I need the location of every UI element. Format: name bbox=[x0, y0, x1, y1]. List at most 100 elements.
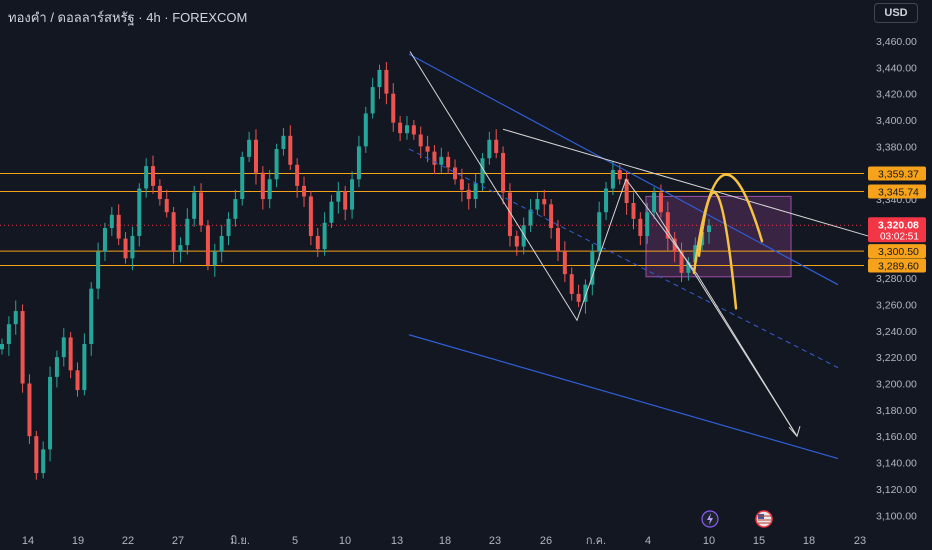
candle bbox=[54, 350, 59, 388]
target-arrow-line bbox=[655, 211, 798, 437]
candle-body bbox=[226, 218, 231, 236]
candle-body bbox=[302, 185, 307, 197]
candle-body bbox=[144, 166, 149, 189]
candle bbox=[82, 333, 87, 396]
candle-body bbox=[48, 376, 53, 450]
candle-body bbox=[624, 179, 629, 204]
candle bbox=[638, 212, 643, 246]
candle-body bbox=[288, 135, 293, 165]
time-tick-label: 15 bbox=[753, 535, 765, 547]
candle bbox=[329, 195, 334, 229]
candle-body bbox=[185, 218, 190, 246]
price-tick-label: 3,140.00 bbox=[876, 458, 917, 470]
candle-body bbox=[363, 113, 368, 147]
candle bbox=[507, 183, 512, 247]
candle-body bbox=[686, 262, 691, 273]
time-tick-label: ก.ค. bbox=[586, 535, 606, 547]
candle-body bbox=[555, 228, 560, 252]
candle bbox=[75, 362, 80, 397]
candle bbox=[398, 116, 403, 142]
level-price-label: 3,345.74 bbox=[868, 184, 926, 199]
candle bbox=[665, 201, 670, 251]
price-tick-label: 3,180.00 bbox=[876, 405, 917, 417]
candle-body bbox=[549, 204, 554, 229]
currency-button[interactable]: USD bbox=[874, 3, 918, 23]
channel-upper-line bbox=[408, 53, 839, 286]
candle-body bbox=[13, 311, 18, 325]
candle-body bbox=[240, 156, 245, 200]
target-arrow-head bbox=[788, 426, 801, 438]
candle-body bbox=[665, 212, 670, 239]
candle-body bbox=[199, 192, 204, 226]
candle bbox=[707, 218, 711, 244]
candle-body bbox=[679, 251, 684, 273]
time-tick-label: 23 bbox=[489, 535, 501, 547]
candle bbox=[144, 158, 149, 198]
candle-body bbox=[446, 156, 451, 168]
candle-body bbox=[638, 218, 643, 236]
candle bbox=[61, 328, 66, 367]
candle bbox=[219, 225, 224, 263]
candle bbox=[96, 242, 101, 300]
candle-body bbox=[418, 134, 423, 147]
time-tick-label: 10 bbox=[339, 535, 351, 547]
candle bbox=[672, 231, 677, 263]
candle-body bbox=[109, 214, 114, 229]
candle bbox=[514, 230, 519, 256]
candle-body bbox=[0, 343, 4, 350]
candle-body bbox=[178, 245, 183, 252]
candle-body bbox=[130, 235, 135, 259]
candle-body bbox=[350, 179, 355, 210]
candle bbox=[6, 316, 11, 356]
candle-body bbox=[453, 167, 458, 180]
candle bbox=[260, 166, 265, 210]
candle-body bbox=[658, 192, 663, 213]
candle-body bbox=[274, 148, 279, 180]
time-axis: 14 19 22 27 มิ.ย. 5 10 13 18 23 26 ก.ค. 4 10 15 18 23 bbox=[22, 535, 866, 547]
candle bbox=[185, 208, 190, 255]
candle bbox=[192, 185, 197, 227]
candle bbox=[555, 220, 560, 261]
candle bbox=[20, 304, 25, 393]
candle-body bbox=[597, 212, 602, 252]
candle bbox=[453, 159, 458, 185]
candle bbox=[295, 158, 300, 198]
candle-body bbox=[494, 139, 499, 153]
candle-body bbox=[82, 343, 87, 391]
candle bbox=[336, 181, 341, 214]
candle-body bbox=[192, 192, 197, 219]
candle bbox=[501, 146, 506, 205]
candle-body bbox=[631, 203, 636, 219]
level-label-text: 3,289.60 bbox=[878, 260, 919, 272]
time-tick-label: 22 bbox=[122, 535, 134, 547]
candle-body bbox=[164, 199, 169, 213]
candle-body bbox=[707, 225, 711, 232]
candle-body bbox=[336, 191, 341, 202]
candle-body bbox=[576, 293, 581, 302]
level-label-bg bbox=[868, 166, 926, 181]
candle bbox=[0, 338, 4, 355]
candle bbox=[315, 228, 320, 258]
candle-body bbox=[439, 156, 444, 165]
candle bbox=[137, 183, 142, 247]
candle-body bbox=[521, 225, 526, 247]
candle bbox=[267, 170, 272, 209]
candle-body bbox=[391, 93, 396, 123]
time-tick-label: 19 bbox=[72, 535, 84, 547]
candle bbox=[411, 120, 416, 140]
candle-body bbox=[171, 212, 176, 252]
candle bbox=[109, 206, 114, 236]
candle bbox=[171, 206, 176, 264]
candle-body bbox=[267, 179, 272, 200]
candle bbox=[624, 171, 629, 215]
channel-lower-line bbox=[408, 334, 839, 460]
time-tick-label: 5 bbox=[292, 535, 298, 547]
candle-body bbox=[542, 199, 547, 205]
candle bbox=[459, 168, 464, 202]
candle bbox=[247, 131, 252, 163]
price-tick-label: 3,120.00 bbox=[876, 484, 917, 496]
candle-body bbox=[233, 199, 238, 219]
time-tick-label: 14 bbox=[22, 535, 34, 547]
